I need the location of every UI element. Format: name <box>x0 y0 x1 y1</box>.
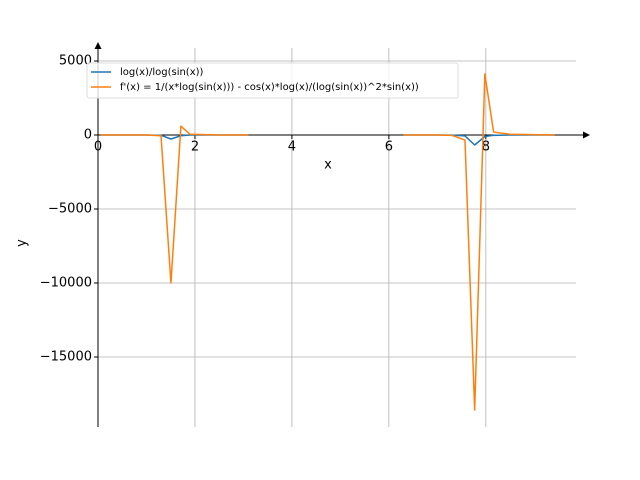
y-axis-arrow <box>94 42 102 49</box>
line <box>100 73 555 411</box>
x-tick-label: 8 <box>482 140 490 155</box>
y-tick-label: −15000 <box>40 350 92 365</box>
y-tick-label: 5000 <box>59 54 92 69</box>
x-axis-arrow <box>583 131 590 139</box>
y-tick-label: −5000 <box>48 202 92 217</box>
y-axis-label: y <box>15 239 30 247</box>
y-tick-label: −10000 <box>40 276 92 291</box>
y-tick-label: 0 <box>84 128 92 143</box>
legend-box <box>86 62 459 99</box>
x-tick-label: 4 <box>288 140 296 155</box>
legend-label: log(x)/log(sin(x)) <box>120 67 204 78</box>
x-tick-label: 2 <box>191 140 199 155</box>
x-tick-label: 6 <box>385 140 393 155</box>
x-axis-label: x <box>324 158 332 173</box>
legend-label: f'(x) = 1/(x*log(sin(x))) - cos(x)*log(x… <box>120 82 419 93</box>
